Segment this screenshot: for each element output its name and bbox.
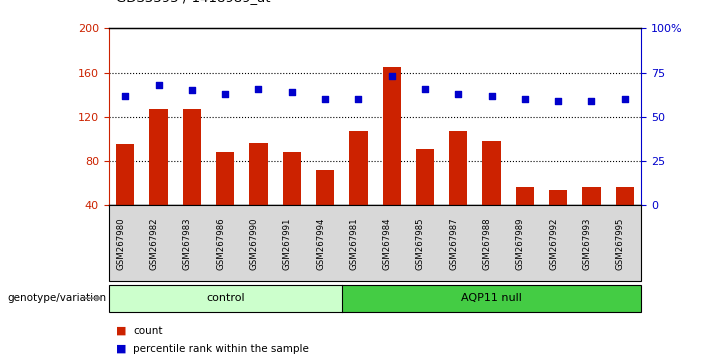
- Text: genotype/variation: genotype/variation: [7, 293, 106, 303]
- Text: AQP11 null: AQP11 null: [461, 293, 522, 303]
- Text: GSM267982: GSM267982: [149, 217, 158, 270]
- Text: GSM267988: GSM267988: [482, 217, 491, 270]
- Text: GSM267986: GSM267986: [216, 217, 225, 270]
- Text: GSM267991: GSM267991: [283, 217, 292, 270]
- Bar: [583, 187, 601, 205]
- Point: [586, 98, 597, 104]
- Bar: [449, 131, 468, 205]
- Text: GSM267985: GSM267985: [416, 217, 425, 270]
- Bar: [183, 109, 201, 205]
- Point: [186, 87, 198, 93]
- Bar: [482, 141, 501, 205]
- Point: [320, 96, 331, 102]
- Text: GSM267990: GSM267990: [250, 217, 259, 270]
- Text: control: control: [206, 293, 245, 303]
- Text: GSM267995: GSM267995: [615, 217, 625, 270]
- Text: GSM267983: GSM267983: [183, 217, 192, 270]
- Bar: [383, 67, 401, 205]
- Point: [552, 98, 564, 104]
- Point: [453, 91, 464, 97]
- Text: count: count: [133, 326, 163, 336]
- Point: [353, 96, 364, 102]
- Bar: [516, 187, 534, 205]
- Bar: [316, 170, 334, 205]
- Point: [619, 96, 630, 102]
- Text: ■: ■: [116, 326, 126, 336]
- Point: [286, 89, 297, 95]
- Bar: [283, 152, 301, 205]
- Text: GSM267987: GSM267987: [449, 217, 458, 270]
- Text: GSM267992: GSM267992: [549, 217, 558, 270]
- Text: GDS3395 / 1418989_at: GDS3395 / 1418989_at: [116, 0, 270, 4]
- Point: [419, 86, 430, 91]
- Point: [486, 93, 497, 98]
- Point: [253, 86, 264, 91]
- Point: [519, 96, 531, 102]
- Text: ■: ■: [116, 344, 126, 354]
- Point: [386, 73, 397, 79]
- Bar: [416, 149, 434, 205]
- Text: GSM267981: GSM267981: [349, 217, 358, 270]
- Text: GSM267980: GSM267980: [116, 217, 125, 270]
- Bar: [615, 187, 634, 205]
- Bar: [216, 152, 234, 205]
- Text: GSM267994: GSM267994: [316, 217, 325, 270]
- Bar: [149, 109, 168, 205]
- Point: [120, 93, 131, 98]
- Point: [153, 82, 164, 88]
- Text: GSM267984: GSM267984: [383, 217, 392, 270]
- Text: percentile rank within the sample: percentile rank within the sample: [133, 344, 309, 354]
- Text: GSM267993: GSM267993: [583, 217, 592, 270]
- Bar: [349, 131, 367, 205]
- Bar: [250, 143, 268, 205]
- Text: GSM267989: GSM267989: [516, 217, 525, 270]
- Bar: [549, 190, 567, 205]
- Bar: [116, 144, 135, 205]
- Point: [219, 91, 231, 97]
